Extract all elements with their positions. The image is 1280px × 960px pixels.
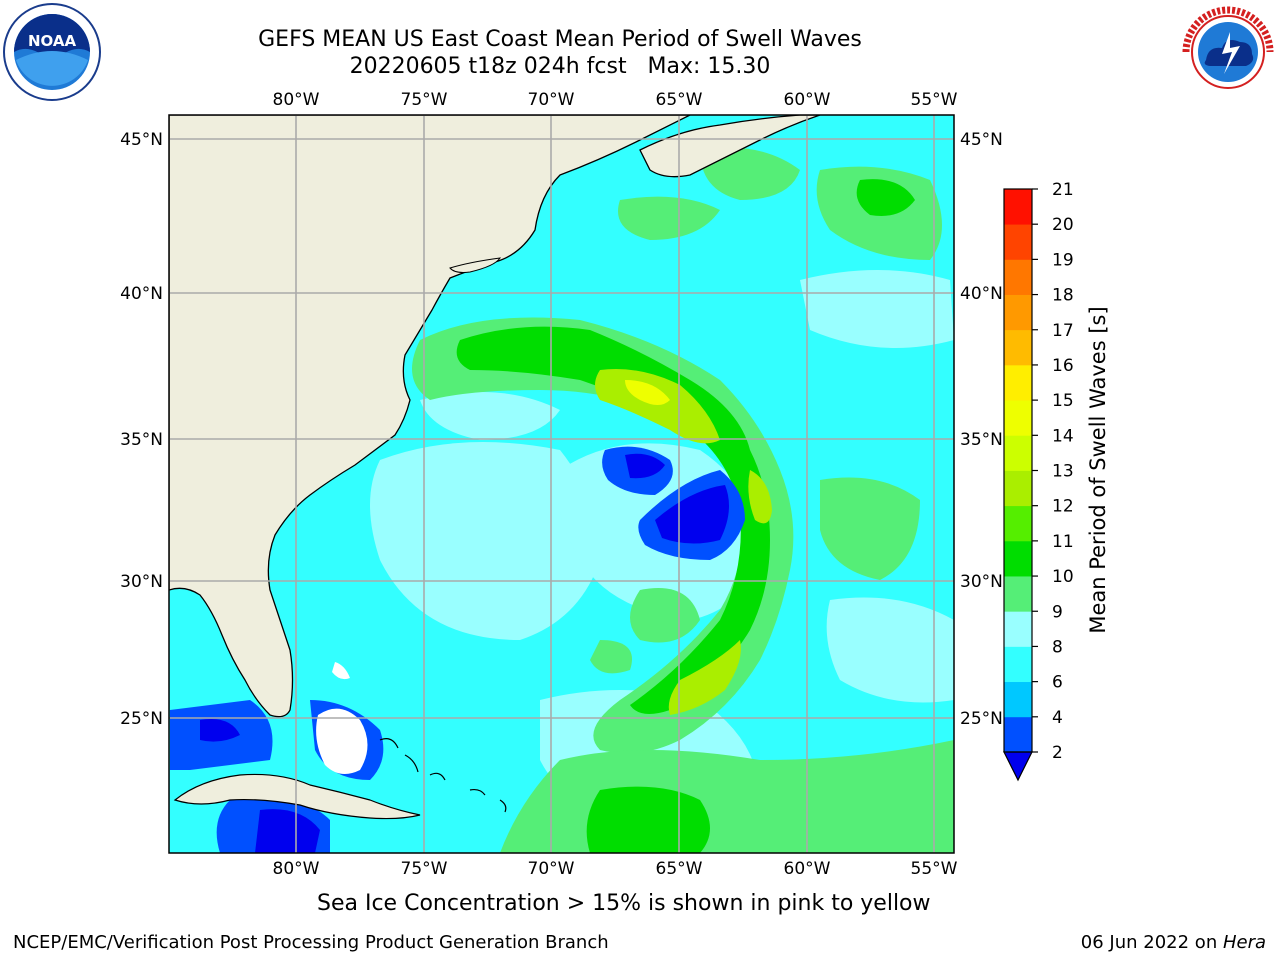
swell-under-2s-zones (200, 453, 729, 853)
lat-label-right: 25°N (960, 709, 1003, 729)
lon-label-top: 75°W (401, 90, 448, 110)
map-graticule (169, 115, 954, 853)
lon-label-top: 55°W (911, 90, 958, 110)
nws-logo (1180, 4, 1276, 100)
footer-host: Hera (1222, 932, 1266, 953)
lon-label-top: 60°W (784, 90, 831, 110)
colorbar-tick-label: 21 (1052, 180, 1074, 200)
colorbar-title: Mean Period of Swell Waves [s] (1086, 306, 1110, 633)
lat-labels-left: 45°N 40°N 35°N 30°N 25°N (120, 130, 163, 729)
colorbar-segment (1004, 294, 1032, 331)
lon-label-bottom: 55°W (911, 859, 958, 879)
lon-labels-top: 80°W 75°W 70°W 65°W 60°W 55°W (273, 90, 958, 110)
bahamas-shoal (316, 708, 368, 774)
colorbar-segment (1004, 505, 1032, 542)
map-frame (168, 114, 955, 854)
caribbean-islands (379, 738, 507, 813)
lon-label-bottom: 65°W (656, 859, 703, 879)
swell-14-15s-zones (625, 380, 670, 405)
colorbar-segment (1004, 540, 1032, 577)
swell-12-14s-zones (595, 369, 772, 715)
colorbar-segments (1004, 189, 1032, 753)
lat-label-right: 30°N (960, 572, 1003, 592)
colorbar-tick-label: 14 (1052, 426, 1074, 446)
colorbar-segment (1004, 470, 1032, 507)
colorbar-tick-label: 15 (1052, 391, 1074, 411)
lat-label-right: 45°N (960, 130, 1003, 150)
lon-label-bottom: 70°W (528, 859, 575, 879)
colorbar-segment (1004, 435, 1032, 471)
colorbar-tick-label: 9 (1052, 602, 1063, 622)
bahamas-shoal-north (332, 662, 350, 680)
noaa-logo-text: NOAA (28, 32, 77, 50)
lat-label-left: 40°N (120, 284, 163, 304)
lat-label-right: 40°N (960, 284, 1003, 304)
colorbar-segment (1004, 259, 1032, 295)
colorbar-segment (1004, 611, 1032, 647)
colorbar-segment (1004, 576, 1032, 612)
colorbar-tick-label: 19 (1052, 250, 1074, 270)
long-island (449, 257, 501, 273)
colorbar-segment (1004, 224, 1032, 260)
us-east-coast-land (169, 115, 691, 718)
lat-label-left: 25°N (120, 709, 163, 729)
colorbar-tick-label: 12 (1052, 497, 1074, 517)
lat-label-right: 35°N (960, 430, 1003, 450)
nova-scotia-land (639, 115, 821, 178)
map-subtitle: 20220605 t18z 024h fcst Max: 15.30 (349, 54, 771, 79)
colorbar-tick-label: 18 (1052, 286, 1074, 306)
colorbar-tick-label: 11 (1052, 532, 1074, 552)
colorbar-segment (1004, 189, 1032, 225)
lon-label-top: 80°W (273, 90, 320, 110)
colorbar-segment (1004, 400, 1032, 436)
lon-label-bottom: 75°W (401, 859, 448, 879)
lon-label-bottom: 60°W (784, 859, 831, 879)
colorbar-segment (1004, 716, 1032, 753)
footer-date-text: 06 Jun 2022 on (1080, 932, 1223, 953)
sea-ice-note: Sea Ice Concentration > 15% is shown in … (317, 891, 931, 916)
lat-labels-right: 45°N 40°N 35°N 30°N 25°N (960, 130, 1003, 729)
colorbar-segment (1004, 646, 1032, 683)
colorbar-tick-label: 17 (1052, 321, 1074, 341)
colorbar: 2 4 6 8 9 10 11 12 13 14 15 16 17 18 19 20 21 Mean Perio… (1003, 180, 1110, 782)
colorbar-tick-label: 6 (1052, 673, 1063, 693)
noaa-logo: NOAA (3, 3, 101, 101)
colorbar-tick-label: 16 (1052, 356, 1074, 376)
colorbar-segment (1004, 364, 1032, 401)
map-plot-area (169, 115, 954, 853)
colorbar-segment (1004, 681, 1032, 718)
footer-credit: NCEP/EMC/Verification Post Processing Pr… (13, 932, 609, 953)
lon-label-top: 70°W (528, 90, 575, 110)
colorbar-ticks: 2 4 6 8 9 10 11 12 13 14 15 16 17 18 19 20 21 (1032, 180, 1074, 763)
colorbar-tick-label: 10 (1052, 567, 1074, 587)
footer-date: 06 Jun 2022 on Hera (1081, 932, 1266, 954)
lon-label-bottom: 80°W (273, 859, 320, 879)
colorbar-under-triangle (1003, 751, 1033, 782)
map-title: GEFS MEAN US East Coast Mean Period of S… (258, 27, 862, 52)
colorbar-tick-label: 2 (1052, 743, 1063, 763)
lat-label-left: 30°N (120, 572, 163, 592)
colorbar-tick-label: 8 (1052, 637, 1063, 657)
lon-labels-bottom: 80°W 75°W 70°W 65°W 60°W 55°W (273, 859, 958, 879)
lat-label-left: 35°N (120, 430, 163, 450)
lat-label-left: 45°N (120, 130, 163, 150)
colorbar-tick-label: 20 (1052, 215, 1074, 235)
lon-label-top: 65°W (656, 90, 703, 110)
colorbar-tick-label: 4 (1052, 708, 1063, 728)
cuba-land (173, 773, 421, 820)
colorbar-tick-label: 13 (1052, 462, 1074, 482)
colorbar-segment (1004, 329, 1032, 366)
